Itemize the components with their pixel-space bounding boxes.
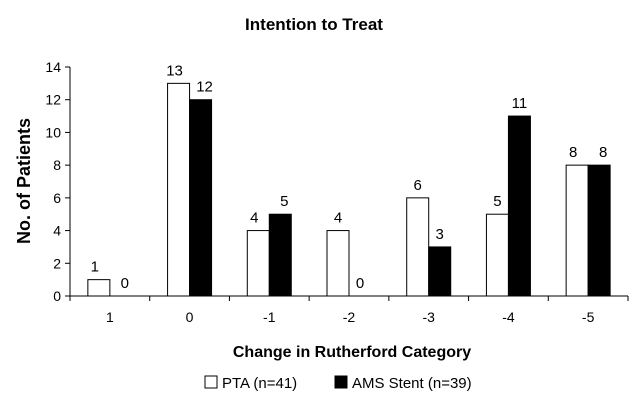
bar-ams-stent	[507, 115, 531, 297]
bars	[87, 82, 611, 297]
y-tick-label: 2	[53, 255, 61, 271]
bar-pta	[167, 82, 191, 297]
data-label-ams-stent: 11	[512, 95, 528, 112]
y-tick-label: 8	[53, 157, 61, 173]
data-label-ams-stent: 0	[121, 275, 129, 292]
x-tick-label: -1	[263, 309, 276, 325]
data-label-ams-stent: 3	[436, 226, 444, 243]
bar-ams-stent	[587, 164, 611, 297]
x-tick-label: 0	[186, 309, 194, 325]
data-label-pta: 6	[414, 177, 422, 194]
bar-ams-stent	[428, 246, 452, 297]
data-label-pta: 1	[91, 259, 99, 276]
y-tick-label: 10	[45, 124, 61, 140]
legend-label-pta: PTA (n=41)	[222, 375, 297, 392]
bar-pta	[406, 197, 430, 297]
legend-swatch-ams-stent	[334, 375, 348, 389]
legend-label-ams-stent: AMS Stent (n=39)	[352, 375, 472, 392]
bar-pta	[326, 230, 350, 297]
y-axis-ticks: 0 2 4 6 8 10 12 14	[45, 59, 70, 304]
data-label-ams-stent: 12	[196, 79, 213, 96]
data-label-pta: 5	[493, 193, 501, 210]
data-labels: 1 13 4 4 6 5 8 0 12 5 0 3 11 8	[91, 62, 608, 292]
chart-title: Intention to Treat	[245, 15, 383, 34]
x-tick-label: -3	[422, 309, 435, 325]
y-tick-label: 12	[45, 92, 61, 108]
bar-pta	[485, 213, 509, 297]
data-label-ams-stent: 8	[599, 144, 607, 161]
y-tick-label: 14	[45, 59, 61, 75]
data-label-ams-stent: 0	[356, 275, 364, 292]
bar-ams-stent	[268, 213, 292, 297]
x-tick-label: -2	[343, 309, 356, 325]
data-label-pta: 13	[166, 62, 183, 79]
bar-pta	[565, 164, 589, 297]
bar-pta	[246, 230, 270, 297]
x-tick-label: 1	[106, 309, 114, 325]
bar-ams-stent	[189, 99, 213, 297]
legend-swatch-pta	[204, 375, 218, 389]
x-tick-label: -4	[502, 309, 515, 325]
y-axis-label: No. of Patients	[14, 118, 34, 244]
data-label-pta: 4	[334, 210, 342, 227]
y-tick-label: 0	[53, 288, 61, 304]
x-axis-label: Change in Rutherford Category	[233, 344, 471, 361]
x-axis-ticks: 1 0 -1 -2 -3 -4 -5	[69, 296, 629, 325]
x-tick-label: -5	[582, 309, 595, 325]
data-label-pta: 4	[250, 210, 258, 227]
y-tick-label: 4	[53, 223, 61, 239]
bar-pta	[87, 279, 111, 297]
data-label-pta: 8	[569, 144, 577, 161]
y-tick-label: 6	[53, 190, 61, 206]
legend: PTA (n=41) AMS Stent (n=39)	[204, 375, 472, 392]
data-label-ams-stent: 5	[280, 193, 288, 210]
